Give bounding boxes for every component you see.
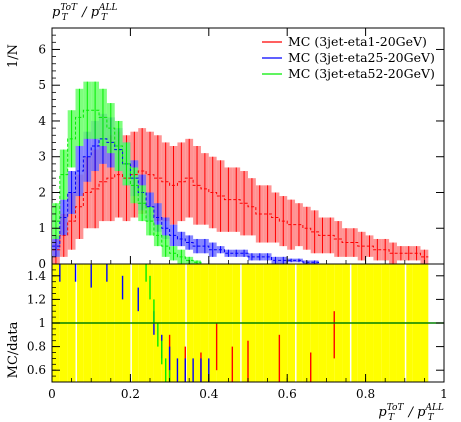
main-y-tick-label: 2 [38,185,46,199]
main-y-axis-label: 1/N [6,44,21,68]
legend-label: MC (3jet-eta25-20GeV) [288,50,435,65]
ratio-panel: 0.6 0.8 1 1.2 1.4 0 0.2 0.4 0.6 0.8 1 MC/data pTo… [6,263,448,422]
series-line-mc-3jet-eta25-20gev- [52,138,429,265]
legend-label: MC (3jet-eta52-20GeV) [288,66,435,81]
ratio-y-tick-label: 1.2 [27,292,46,306]
ratio-x-tick-label: 0.4 [199,387,218,401]
ratio-y-axis-label: MC/data [6,321,21,378]
ratio-y-ticks: 0.6 0.8 1 1.2 1.4 [27,269,444,377]
ratio-x-tick-label: 0.6 [278,387,297,401]
ratio-y-tick-label: 1.4 [27,269,46,283]
ratio-x-tick-label: 0.2 [121,387,140,401]
ratio-x-tick-label: 0 [48,387,56,401]
main-y-tick-label: 0 [38,257,46,271]
series-line-mc-3jet-eta1-20gev- [52,170,429,258]
ratio-y-tick-label: 0.6 [27,363,46,377]
main-panel: 0 1 2 3 4 5 6 1/N [6,27,445,271]
series-line-mc-3jet-eta52-20gev- [52,109,429,265]
main-y-tick-label: 1 [38,221,46,235]
ratio-y-tick-label: 0.8 [27,340,46,354]
main-y-tick-label: 3 [38,150,46,164]
ratio-x-tick-label: 1 [440,387,448,401]
ratio-plot-border [51,263,445,383]
main-y-tick-label: 4 [38,114,46,128]
ratio-x-tick-label: 0.8 [356,387,375,401]
ratio-y-tick-label: 1 [38,316,46,330]
legend: MC (3jet-eta1-20GeV)MC (3jet-eta25-20GeV… [262,34,435,81]
main-y-tick-label: 6 [38,42,46,56]
main-y-tick-label: 5 [38,78,46,92]
ratio-x-ticks: 0 0.2 0.4 0.6 0.8 1 [48,374,448,401]
legend-label: MC (3jet-eta1-20GeV) [288,34,427,49]
main-x-ticks [51,28,445,264]
